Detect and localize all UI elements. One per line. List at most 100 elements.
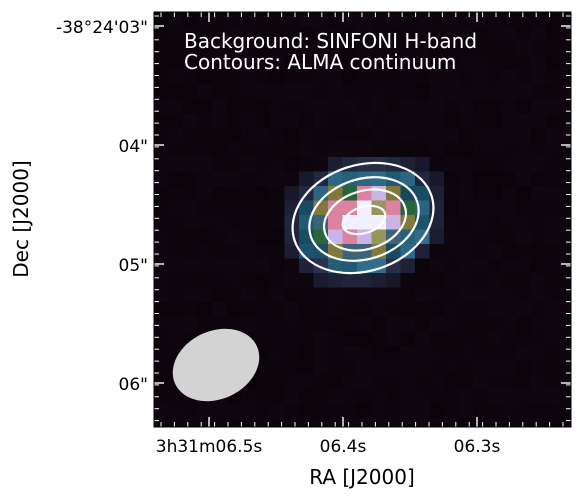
image-pixel	[487, 244, 503, 259]
image-pixel	[255, 113, 271, 129]
image-pixel	[458, 287, 474, 303]
image-pixel	[487, 113, 503, 129]
image-pixel	[386, 287, 401, 303]
image-pixel	[386, 273, 401, 288]
image-pixel	[473, 171, 488, 187]
image-pixel	[197, 258, 213, 274]
y-tick-label-05: 05"	[119, 256, 148, 276]
image-pixel	[516, 389, 532, 404]
image-pixel	[458, 302, 474, 317]
image-pixel	[458, 26, 474, 42]
image-pixel	[502, 84, 517, 100]
image-pixel	[270, 157, 285, 172]
image-pixel	[270, 128, 285, 143]
image-pixel	[386, 345, 401, 361]
image-pixel	[270, 360, 285, 375]
image-pixel	[212, 99, 227, 114]
image-pixel	[415, 418, 430, 427]
image-pixel	[560, 229, 571, 245]
image-pixel	[531, 113, 546, 129]
image-pixel	[212, 287, 227, 303]
image-pixel	[299, 26, 314, 42]
image-pixel	[154, 229, 169, 245]
image-pixel	[429, 331, 445, 346]
image-pixel	[400, 403, 416, 419]
image-pixel	[400, 55, 416, 71]
image-pixel	[415, 345, 430, 361]
image-pixel	[560, 128, 571, 143]
image-pixel	[516, 287, 532, 303]
image-pixel	[371, 55, 387, 71]
image-pixel	[357, 403, 372, 419]
image-pixel	[415, 287, 430, 303]
image-pixel	[473, 418, 488, 427]
image-pixel	[357, 215, 372, 230]
image-pixel	[473, 215, 488, 230]
image-pixel	[226, 113, 242, 129]
image-pixel	[560, 360, 571, 375]
image-pixel	[473, 244, 488, 259]
image-pixel	[371, 360, 387, 375]
image-pixel	[357, 142, 372, 158]
image-pixel	[502, 258, 517, 274]
image-pixel	[270, 389, 285, 404]
image-pixel	[197, 113, 213, 129]
image-pixel	[342, 41, 358, 56]
image-pixel	[516, 229, 532, 245]
image-pixel	[444, 99, 459, 114]
image-pixel	[270, 244, 285, 259]
image-pixel	[226, 229, 242, 245]
image-pixel	[386, 26, 401, 42]
image-pixel	[415, 84, 430, 100]
image-pixel	[560, 244, 571, 259]
image-pixel	[516, 258, 532, 274]
image-pixel	[429, 113, 445, 129]
image-pixel	[154, 55, 169, 71]
image-pixel	[531, 258, 546, 274]
image-pixel	[487, 360, 503, 375]
image-pixel	[154, 157, 169, 172]
image-pixel	[183, 99, 198, 114]
image-pixel	[270, 55, 285, 71]
image-pixel	[531, 12, 546, 27]
image-pixel	[560, 186, 571, 201]
image-pixel	[270, 287, 285, 303]
image-pixel	[560, 200, 571, 216]
image-pixel	[197, 26, 213, 42]
image-pixel	[516, 302, 532, 317]
contour-level-1	[291, 161, 435, 275]
image-pixel	[299, 157, 314, 172]
image-pixel	[299, 128, 314, 143]
image-pixel	[560, 403, 571, 419]
image-pixel	[270, 302, 285, 317]
image-pixel	[473, 84, 488, 100]
image-pixel	[212, 316, 227, 332]
image-pixel	[357, 374, 372, 390]
image-pixel	[299, 418, 314, 427]
image-pixel	[531, 331, 546, 346]
image-pixel	[545, 316, 561, 332]
image-pixel	[487, 403, 503, 419]
image-pixel	[429, 302, 445, 317]
image-pixel	[458, 331, 474, 346]
image-pixel	[342, 316, 358, 332]
image-pixel	[415, 360, 430, 375]
image-pixel	[183, 287, 198, 303]
image-pixel	[284, 41, 300, 56]
image-pixel	[270, 374, 285, 390]
image-pixel	[531, 360, 546, 375]
image-pixel	[255, 244, 271, 259]
image-pixel	[270, 99, 285, 114]
image-pixel	[197, 12, 213, 27]
image-pixel	[531, 403, 546, 419]
image-pixel	[516, 171, 532, 187]
image-pixel	[429, 99, 445, 114]
image-pixel	[270, 215, 285, 230]
image-pixel	[313, 418, 329, 427]
image-pixel	[313, 374, 329, 390]
image-pixel	[386, 41, 401, 56]
image-pixel	[487, 26, 503, 42]
image-pixel	[429, 200, 445, 216]
image-pixel	[444, 229, 459, 245]
